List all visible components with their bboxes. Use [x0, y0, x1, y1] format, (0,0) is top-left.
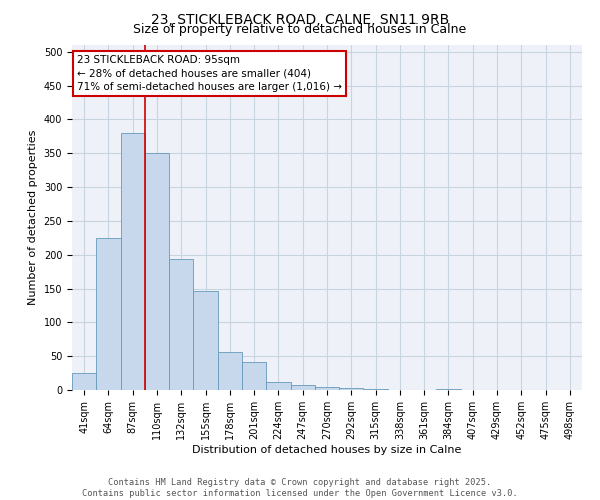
Bar: [315, 386, 339, 390]
Bar: [218, 352, 242, 390]
Bar: [72, 373, 96, 390]
Y-axis label: Number of detached properties: Number of detached properties: [28, 130, 38, 305]
Text: 23 STICKLEBACK ROAD: 95sqm
← 28% of detached houses are smaller (404)
71% of sem: 23 STICKLEBACK ROAD: 95sqm ← 28% of deta…: [77, 56, 342, 92]
Bar: [121, 133, 145, 390]
Bar: [290, 384, 315, 390]
Bar: [145, 153, 169, 390]
Text: Contains HM Land Registry data © Crown copyright and database right 2025.
Contai: Contains HM Land Registry data © Crown c…: [82, 478, 518, 498]
Bar: [193, 290, 218, 390]
Text: 23, STICKLEBACK ROAD, CALNE, SN11 9RB: 23, STICKLEBACK ROAD, CALNE, SN11 9RB: [151, 12, 449, 26]
Bar: [169, 260, 193, 390]
Bar: [242, 362, 266, 390]
Text: Size of property relative to detached houses in Calne: Size of property relative to detached ho…: [133, 22, 467, 36]
Bar: [339, 388, 364, 390]
X-axis label: Distribution of detached houses by size in Calne: Distribution of detached houses by size …: [193, 444, 461, 454]
Bar: [96, 238, 121, 390]
Bar: [266, 382, 290, 390]
